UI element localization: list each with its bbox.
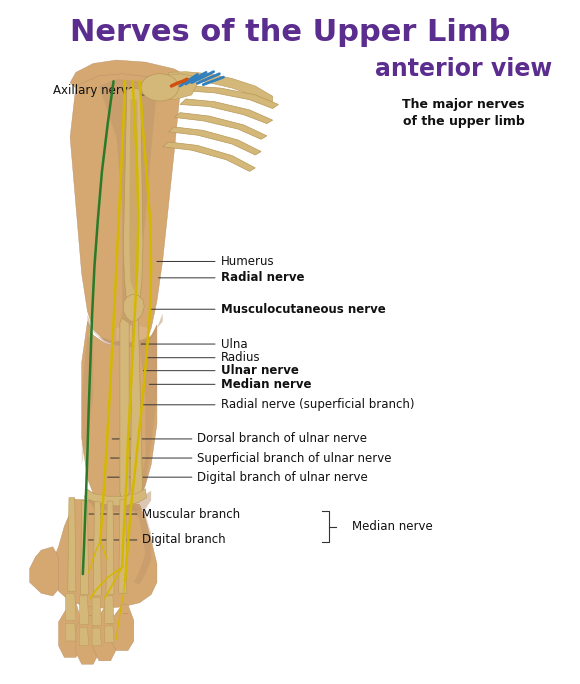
Polygon shape [92, 597, 101, 625]
Polygon shape [169, 72, 273, 103]
Polygon shape [30, 547, 59, 596]
Ellipse shape [141, 74, 179, 101]
Text: Radial nerve (superficial branch): Radial nerve (superficial branch) [143, 398, 414, 411]
Polygon shape [88, 489, 151, 512]
Polygon shape [169, 127, 261, 155]
Polygon shape [82, 321, 157, 505]
Text: Nerves of the Upper Limb: Nerves of the Upper Limb [70, 18, 510, 47]
Text: Radius: Radius [147, 351, 260, 364]
Polygon shape [99, 79, 157, 343]
Polygon shape [76, 607, 99, 664]
Polygon shape [120, 318, 129, 499]
Polygon shape [82, 335, 93, 465]
Polygon shape [106, 501, 114, 594]
Polygon shape [117, 325, 151, 342]
Text: Ulna: Ulna [141, 337, 247, 350]
Polygon shape [66, 623, 76, 641]
Polygon shape [70, 74, 180, 347]
Polygon shape [85, 489, 147, 506]
Polygon shape [79, 627, 89, 646]
Text: Musculocutaneous nerve: Musculocutaneous nerve [149, 303, 385, 316]
Polygon shape [186, 86, 278, 109]
Polygon shape [59, 603, 82, 657]
Polygon shape [66, 593, 76, 620]
Text: Axillary nerve: Axillary nerve [53, 84, 172, 97]
Text: Dorsal branch of ulnar nerve: Dorsal branch of ulnar nerve [113, 432, 367, 445]
Text: Digital branch of ulnar nerve: Digital branch of ulnar nerve [108, 471, 368, 484]
Polygon shape [105, 626, 114, 642]
Polygon shape [124, 88, 143, 313]
Text: Median nerve: Median nerve [149, 378, 311, 391]
Text: Digital branch: Digital branch [85, 534, 226, 547]
Polygon shape [93, 607, 117, 661]
Polygon shape [124, 294, 144, 321]
Polygon shape [174, 113, 267, 140]
Text: Median nerve: Median nerve [353, 521, 433, 534]
Polygon shape [128, 503, 151, 584]
Polygon shape [81, 501, 89, 594]
Polygon shape [134, 325, 157, 501]
Polygon shape [130, 315, 143, 503]
Polygon shape [70, 60, 197, 90]
Text: Radial nerve: Radial nerve [158, 272, 304, 285]
Polygon shape [129, 99, 139, 291]
Polygon shape [88, 313, 163, 347]
Text: Ulnar nerve: Ulnar nerve [143, 364, 299, 377]
Text: Humerus: Humerus [157, 255, 274, 268]
Polygon shape [119, 500, 127, 593]
Text: The major nerves
of the upper limb: The major nerves of the upper limb [403, 98, 525, 128]
Polygon shape [79, 596, 89, 624]
Text: anterior view: anterior view [375, 57, 552, 81]
Text: Superficial branch of ulnar nerve: Superficial branch of ulnar nerve [111, 451, 392, 464]
Polygon shape [111, 605, 134, 650]
Polygon shape [157, 74, 197, 100]
Polygon shape [163, 142, 255, 172]
Polygon shape [180, 99, 273, 124]
Text: Muscular branch: Muscular branch [89, 508, 241, 521]
Polygon shape [105, 596, 114, 623]
Polygon shape [68, 498, 76, 591]
Polygon shape [53, 499, 157, 608]
Polygon shape [92, 628, 101, 646]
Polygon shape [93, 502, 101, 596]
